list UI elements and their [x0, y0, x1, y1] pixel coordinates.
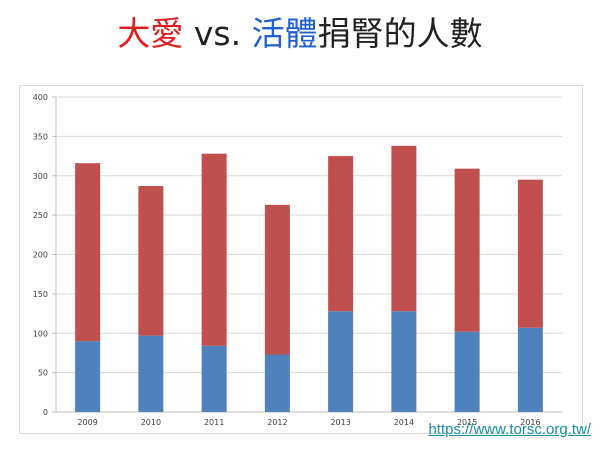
bars [75, 145, 543, 412]
bar-2013-series-2 [328, 156, 354, 312]
bar-2014-series-2 [391, 145, 417, 312]
chart-title: 大愛 vs. 活體捐腎的人數 [0, 14, 600, 54]
title-part-3: 活體 [251, 14, 318, 53]
bar-2009-series-2 [75, 163, 101, 342]
x-tick-label-2016: 2016 [520, 418, 540, 427]
bar-2010-series-2 [138, 185, 164, 336]
bar-2010-series-1 [138, 335, 164, 412]
y-tick-label-250: 250 [33, 211, 48, 220]
x-tick-label-2014: 2014 [394, 418, 414, 427]
x-tick-label-2015: 2015 [457, 418, 477, 427]
x-tick-label-2013: 2013 [330, 418, 350, 427]
bar-2011-series-1 [201, 345, 227, 412]
y-tick-label-100: 100 [33, 329, 48, 338]
x-axis-ticks: 2009 2010 2011 2012 2013 2014 2015 2016 [77, 418, 540, 427]
bar-2016-series-1 [517, 327, 543, 412]
x-tick-label-2012: 2012 [267, 418, 287, 427]
y-tick-label-300: 300 [33, 172, 48, 181]
y-tick-label-400: 400 [33, 93, 48, 102]
x-tick-label-2011: 2011 [204, 418, 224, 427]
bar-2009-series-1 [75, 341, 101, 412]
bar-2012-series-1 [264, 354, 290, 412]
x-tick-label-2010: 2010 [141, 418, 161, 427]
bar-2016-series-2 [517, 179, 543, 328]
bar-2011-series-2 [201, 153, 227, 346]
title-part-4: 捐腎的人數 [317, 14, 483, 53]
gridlines [52, 96, 562, 413]
bar-2012-series-2 [264, 204, 290, 355]
bar-2013-series-1 [328, 311, 354, 412]
y-tick-label-350: 350 [33, 132, 48, 141]
bar-2014-series-1 [391, 311, 417, 412]
y-tick-label-50: 50 [38, 369, 48, 378]
chart-border [19, 85, 583, 434]
bar-2015-series-1 [454, 331, 480, 412]
bar-2015-series-2 [454, 168, 480, 332]
y-tick-label-150: 150 [33, 290, 48, 299]
source-link[interactable]: https://www.torsc.org.tw/ [428, 421, 591, 438]
title-part-2: vs. [183, 14, 252, 53]
title-part-1: 大愛 [117, 14, 184, 53]
y-tick-label-0: 0 [43, 408, 48, 417]
y-axis-ticks: 0 50 100 150 200 250 300 350 400 [33, 93, 48, 417]
x-tick-label-2009: 2009 [77, 418, 97, 427]
y-tick-label-200: 200 [33, 251, 48, 260]
